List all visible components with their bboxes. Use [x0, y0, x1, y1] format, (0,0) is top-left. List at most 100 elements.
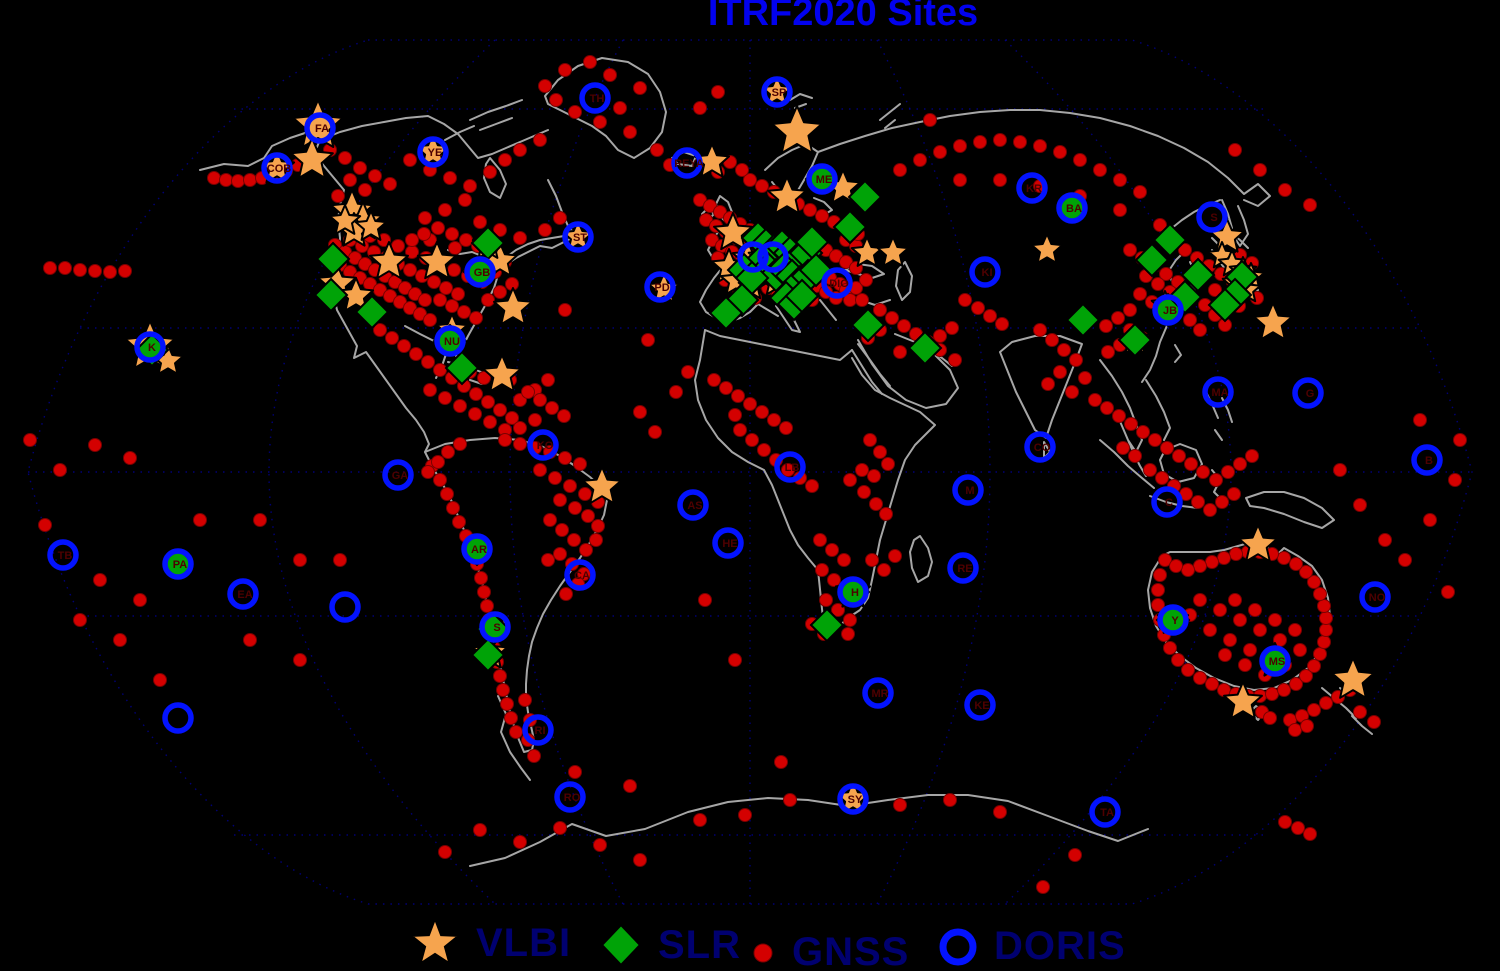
gnss-dot-marker — [1317, 599, 1331, 613]
gnss-dot-marker — [888, 549, 902, 563]
gnss-dot-marker — [541, 553, 555, 567]
gnss-dot-marker — [513, 231, 527, 245]
slr-diamond-marker — [354, 294, 390, 330]
doris-ring-marker — [304, 112, 336, 144]
gnss-dot-marker — [578, 487, 592, 501]
gnss-dot-marker — [153, 673, 167, 687]
gnss-dot-marker — [1033, 139, 1047, 153]
gnss-dot-marker — [1299, 669, 1313, 683]
gnss-dot-marker — [933, 145, 947, 159]
gnss-dot-marker — [553, 547, 567, 561]
gnss-dot-marker — [855, 463, 869, 477]
gnss-dot-marker — [528, 413, 542, 427]
gnss-dot-marker — [1288, 623, 1302, 637]
doris-ring-marker — [837, 783, 869, 815]
gnss-dot-marker — [648, 425, 662, 439]
gnss-dot-marker — [743, 173, 757, 187]
vlbi-star-marker — [1253, 302, 1293, 341]
gnss-dot-marker — [545, 401, 559, 415]
gnss-dot-marker — [445, 227, 459, 241]
gnss-dot-marker — [368, 169, 382, 183]
gnss-dot-marker — [1353, 705, 1367, 719]
gnss-dot-marker — [1099, 319, 1113, 333]
gnss-dot-marker — [869, 497, 883, 511]
site-label: BA — [1066, 203, 1082, 215]
gnss-dot-marker — [593, 115, 607, 129]
gnss-dot-icon — [753, 943, 773, 962]
gnss-dot-marker — [53, 463, 67, 477]
site-label: Y — [1171, 615, 1179, 627]
gnss-dot-marker — [1123, 243, 1137, 257]
gnss-dot-marker — [1116, 441, 1130, 455]
gnss-dot-marker — [1205, 555, 1219, 569]
gnss-dot-marker — [1333, 463, 1347, 477]
site-label: LB — [785, 462, 800, 474]
gnss-dot-marker — [783, 793, 797, 807]
site-label: CA — [574, 570, 590, 582]
gnss-dot-marker — [513, 421, 527, 435]
gnss-dot-marker — [813, 533, 827, 547]
gnss-dot-marker — [1319, 696, 1333, 710]
gnss-dot-marker — [719, 381, 733, 395]
doris-ring-marker — [1359, 581, 1391, 613]
gnss-dot-marker — [1448, 473, 1462, 487]
gnss-dot-marker — [438, 391, 452, 405]
gnss-dot-marker — [1041, 377, 1055, 391]
gnss-dot-marker — [23, 433, 37, 447]
site-label: ST — [573, 232, 587, 244]
gnss-dot-marker — [1307, 575, 1321, 589]
gnss-dot-marker — [493, 403, 507, 417]
gnss-dot-marker — [533, 463, 547, 477]
gnss-dot-marker — [681, 365, 695, 379]
gnss-dot-marker — [1133, 287, 1147, 301]
gnss-dot-marker — [1053, 145, 1067, 159]
gnss-dot-marker — [1193, 323, 1207, 337]
gnss-dot-marker — [958, 293, 972, 307]
slr-diamond-marker — [850, 307, 886, 343]
coast-canada-north — [319, 115, 549, 159]
doris-ring-marker — [579, 82, 611, 114]
gnss-dot-marker — [815, 563, 829, 577]
gnss-dot-marker — [623, 125, 637, 139]
site-label: TA — [1100, 807, 1114, 819]
gnss-dot-marker — [73, 263, 87, 277]
gnss-dot-marker — [1293, 643, 1307, 657]
gnss-dot-marker — [418, 211, 432, 225]
gnss-dot-marker — [439, 281, 453, 295]
gnss-dot-marker — [431, 221, 445, 235]
gnss-dot-marker — [433, 363, 447, 377]
doris-ring-marker — [947, 552, 979, 584]
gnss-dot-marker — [1208, 283, 1222, 297]
gnss-dot-marker — [1300, 719, 1314, 733]
site-label: CO — [1034, 442, 1051, 454]
site-labels-layer: TH SPREYAYEFACOBSTPDGBNUKMEDIOKRBAKISJBGM… — [58, 87, 1433, 819]
gnss-dot-marker — [459, 233, 473, 247]
doris-ring-marker — [562, 221, 594, 253]
gnss-dot-marker — [1229, 547, 1243, 561]
slr-diamond-marker — [784, 278, 820, 314]
gnss-dot-marker — [1136, 425, 1150, 439]
gnss-dot-marker — [1227, 487, 1241, 501]
gnss-dot-marker — [496, 683, 510, 697]
site-label: C — [1165, 497, 1173, 509]
gnss-dot-marker — [1193, 559, 1207, 573]
gnss-dot-marker — [953, 173, 967, 187]
gnss-dot-marker — [219, 173, 233, 187]
gnss-dot-marker — [1153, 568, 1167, 582]
gnss-dot-marker — [568, 105, 582, 119]
gnss-dot-marker — [1148, 433, 1162, 447]
gnss-dot-marker — [567, 533, 581, 547]
vlbi-star-marker — [767, 176, 807, 215]
doris-ring-marker — [554, 781, 586, 813]
gnss-dot-marker — [331, 189, 345, 203]
gnss-dot-marker — [1378, 533, 1392, 547]
doris-ring-marker — [162, 548, 194, 580]
slr-diamond-marker — [470, 637, 506, 673]
slr-diamond-marker — [1152, 222, 1188, 258]
gnss-dot-marker — [417, 227, 431, 241]
gnss-dot-marker — [1100, 401, 1114, 415]
gnss-dot-marker — [993, 805, 1007, 819]
vlbi-star-marker — [290, 137, 334, 179]
gnss-dot-marker — [193, 513, 207, 527]
